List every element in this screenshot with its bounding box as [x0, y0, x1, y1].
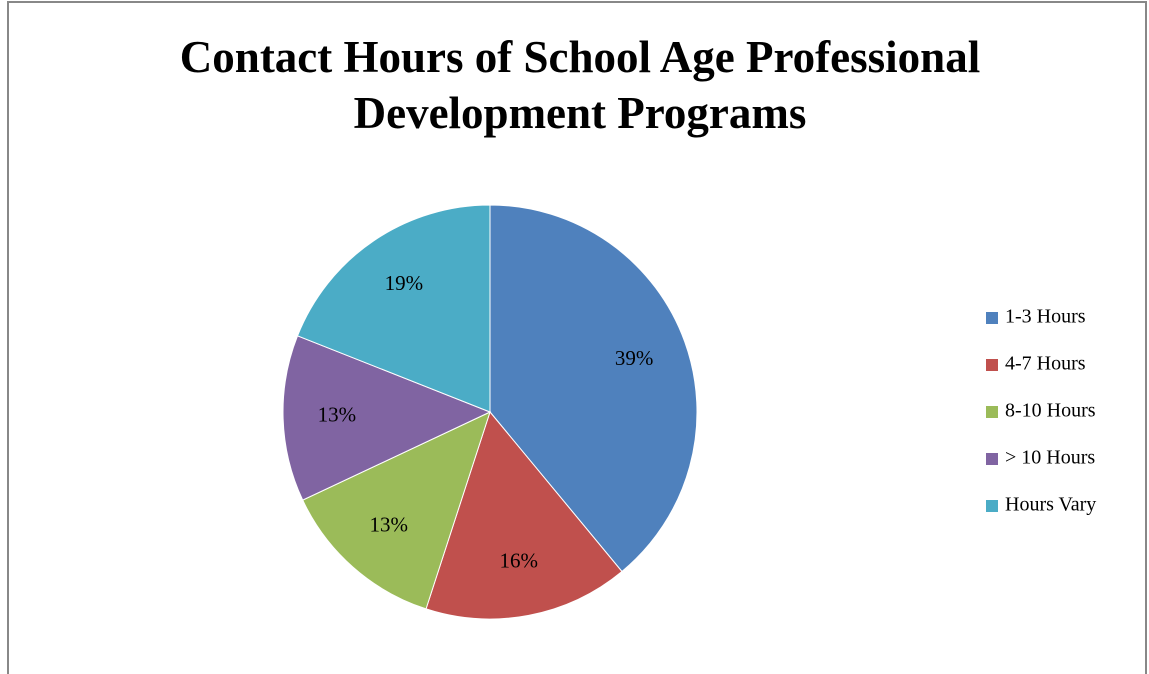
legend-swatch: [986, 453, 998, 465]
legend-label: 1-3 Hours: [1005, 306, 1086, 328]
pie-slice: [282, 335, 492, 501]
legend-label: 8-10 Hours: [1005, 400, 1096, 422]
pie-slice: [296, 204, 491, 413]
legend-swatch: [986, 312, 998, 324]
legend-swatch: [986, 359, 998, 371]
pie-slice: [302, 411, 491, 610]
data-label: 39%: [615, 346, 654, 370]
data-label: 13%: [318, 403, 357, 427]
legend-swatch: [986, 406, 998, 418]
chart-title: Contact Hours of School Age Professional…: [180, 32, 980, 138]
pie-slice: [425, 410, 623, 620]
chart-frame: [7, 1, 1147, 674]
legend-label: > 10 Hours: [1005, 447, 1095, 469]
data-label: 16%: [499, 548, 538, 572]
legend-label: Hours Vary: [1005, 494, 1096, 516]
legend-swatch: [986, 500, 998, 512]
data-label: 13%: [369, 513, 408, 537]
pie-slice: [489, 204, 698, 573]
data-label: 19%: [385, 271, 424, 295]
legend-label: 4-7 Hours: [1005, 353, 1086, 375]
